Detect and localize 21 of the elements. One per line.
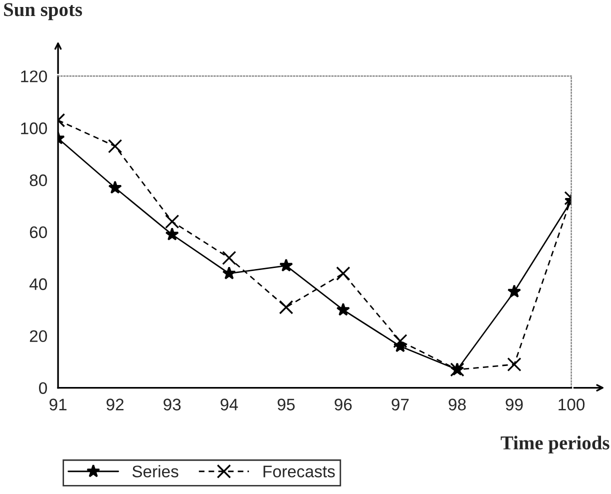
x-tick-label: 99 (506, 398, 523, 410)
y-tick-label: 20 (30, 330, 47, 342)
y-tick-label: 100 (21, 122, 47, 134)
y-axis-title: Sun spots (4, 3, 82, 20)
x-tick-label: 92 (106, 398, 124, 410)
x-tick-label: 91 (50, 398, 66, 410)
y-tick-label: 80 (30, 174, 47, 186)
x-tick-label: 95 (278, 398, 295, 410)
y-tick-label: 120 (21, 70, 47, 82)
x-tick-label: 100 (558, 398, 585, 410)
x-tick-label: 97 (392, 398, 409, 410)
legend-label: Series (132, 465, 178, 478)
x-tick-label: 93 (164, 398, 181, 410)
x-tick-label: 98 (448, 398, 466, 410)
y-tick-label: 0 (39, 382, 47, 394)
x-tick-label: 96 (334, 398, 352, 410)
y-tick-label: 60 (30, 226, 47, 238)
x-axis-title: Time periods (500, 436, 610, 454)
y-tick-label: 40 (29, 278, 47, 290)
x-tick-label: 94 (220, 398, 238, 410)
legend-label: Forecasts (264, 466, 335, 478)
